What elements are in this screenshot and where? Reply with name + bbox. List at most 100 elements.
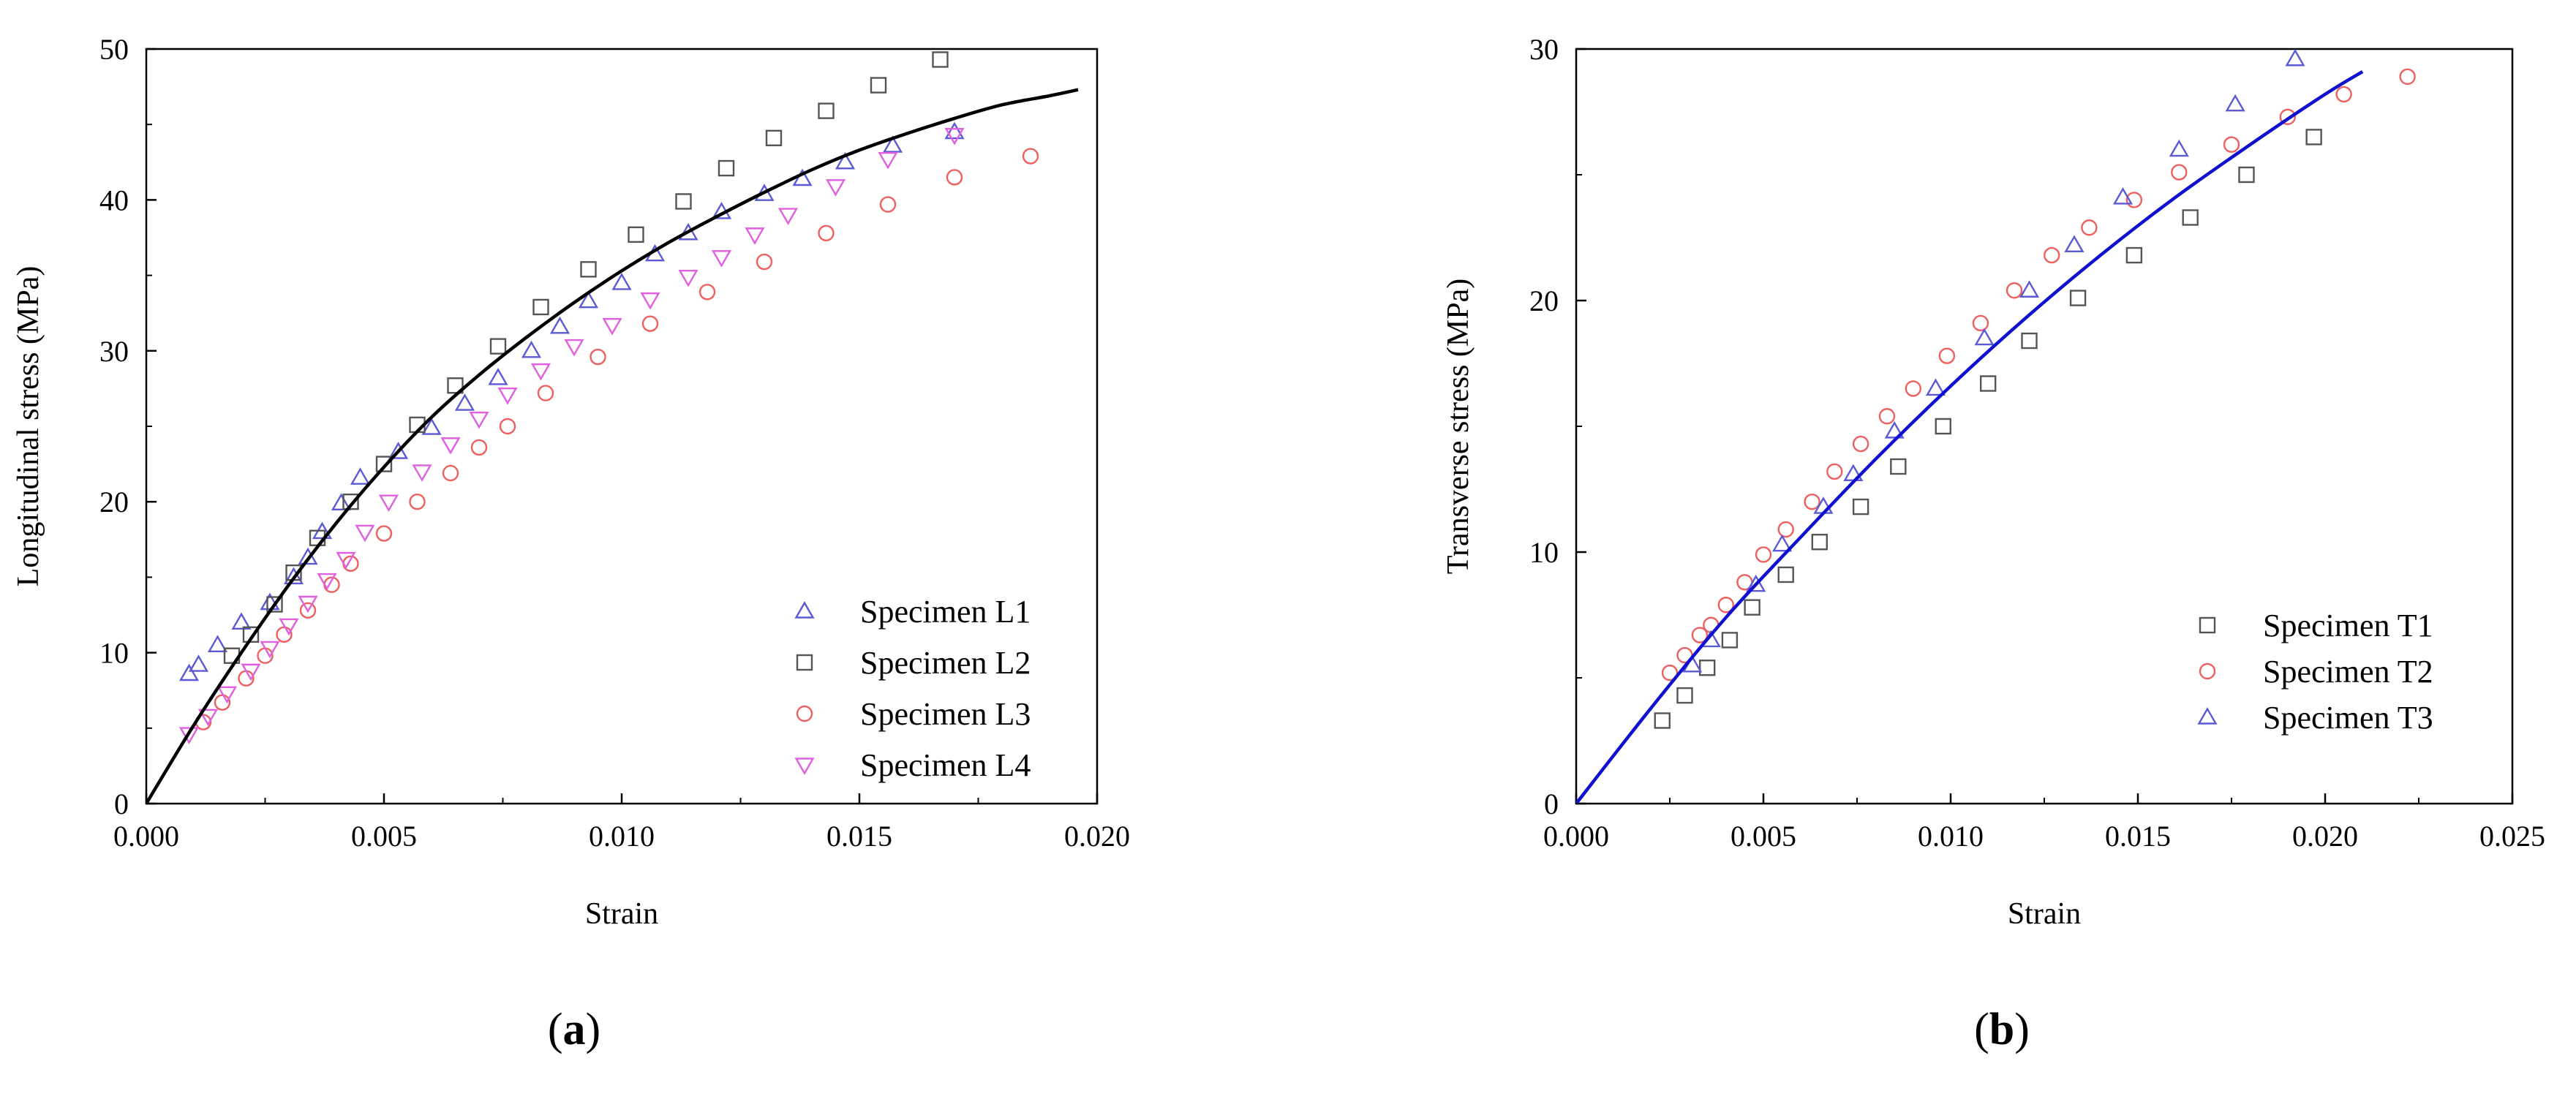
data-point <box>231 612 252 630</box>
data-point <box>2279 108 2297 126</box>
data-point <box>298 595 318 613</box>
x-tick-label: 0.025 <box>2479 820 2545 853</box>
data-point <box>944 121 965 140</box>
data-point <box>1755 546 1772 563</box>
data-point <box>2044 246 2060 264</box>
data-point <box>1852 498 1869 515</box>
data-point <box>675 193 692 210</box>
y-tick-label: 20 <box>99 486 129 518</box>
data-point <box>442 464 459 482</box>
data-point <box>178 663 200 681</box>
data-point <box>2182 209 2199 226</box>
data-point <box>470 439 488 456</box>
data-point <box>488 368 508 385</box>
data-point <box>350 467 371 485</box>
data-point <box>1935 418 1951 435</box>
series-specimen-l4 <box>178 127 965 744</box>
data-point <box>207 635 228 652</box>
data-point <box>336 551 356 570</box>
data-point <box>678 222 698 241</box>
data-point <box>2081 219 2098 236</box>
legend-label: Specimen T3 <box>2263 700 2433 736</box>
data-point <box>1974 328 1995 346</box>
series-specimen-l1 <box>178 121 965 681</box>
data-point <box>489 338 507 355</box>
fit-curve-a <box>146 88 1079 804</box>
x-tick-label: 0.010 <box>589 820 655 853</box>
data-point <box>578 290 599 309</box>
data-point <box>378 494 399 513</box>
data-point <box>355 524 375 543</box>
legend-marker <box>2199 662 2216 680</box>
legend-label: Specimen L1 <box>860 594 1031 630</box>
data-point <box>421 418 442 435</box>
data-point <box>216 686 238 704</box>
x-tick-label: 0.015 <box>2105 820 2171 853</box>
data-point <box>342 494 359 510</box>
data-point <box>537 385 554 401</box>
data-point <box>825 179 846 197</box>
data-point <box>2019 280 2040 298</box>
data-point <box>580 261 597 278</box>
data-point <box>1884 420 1905 439</box>
data-point <box>530 363 551 381</box>
data-point <box>266 596 283 613</box>
data-point <box>564 339 584 357</box>
data-point <box>331 493 352 510</box>
data-point <box>375 456 393 472</box>
y-tick-label: 50 <box>99 33 129 66</box>
data-point <box>1979 375 1997 392</box>
y-tick-label: 10 <box>99 637 129 670</box>
legend-marker <box>796 654 813 671</box>
x-tick-label: 0.005 <box>351 820 417 853</box>
legend-marker <box>2197 707 2218 725</box>
chart-panel-b: 0.000 0.005 0.010 0.015 0.020 0.025 0 10 20 30 Str… <box>1442 33 2545 1054</box>
data-point <box>2169 139 2189 157</box>
legend-marker <box>796 705 813 722</box>
data-point <box>317 573 337 591</box>
data-point <box>1804 494 1820 510</box>
data-point <box>1938 347 1956 364</box>
y-axis-label: Longitudinal stress (MPa) <box>12 266 45 587</box>
data-point <box>197 709 219 727</box>
data-point <box>279 618 299 636</box>
data-point <box>1972 314 1989 332</box>
data-point <box>1676 687 1693 704</box>
data-point <box>2125 192 2143 208</box>
y-tick-label: 20 <box>1529 284 1559 317</box>
data-point <box>499 418 516 435</box>
fit-curve-b <box>1576 70 2364 804</box>
x-tick-label: 0.005 <box>1730 820 1796 853</box>
data-point <box>1691 627 1709 643</box>
data-point <box>549 316 570 334</box>
data-point <box>946 169 963 186</box>
data-point <box>2285 49 2305 67</box>
data-point <box>879 196 897 213</box>
data-point <box>440 437 461 455</box>
data-point <box>188 654 209 672</box>
data-point <box>818 102 835 119</box>
data-point <box>835 151 856 170</box>
x-tick-label: 0.020 <box>2292 820 2358 853</box>
series-specimen-t3 <box>1682 49 2305 673</box>
data-point <box>2064 235 2084 253</box>
data-point <box>2399 68 2416 86</box>
data-point <box>521 340 542 358</box>
data-point <box>698 284 716 301</box>
legend-label: Specimen L3 <box>860 696 1031 732</box>
data-point <box>1721 632 1739 649</box>
data-point <box>1661 664 1679 681</box>
data-point <box>2125 246 2143 264</box>
x-axis-label: Strain <box>2008 897 2081 931</box>
data-point <box>532 298 549 316</box>
series-specimen-t2 <box>1661 68 2416 681</box>
series-specimen-t1 <box>1654 129 2322 729</box>
data-point <box>1022 148 1039 165</box>
panel-label-b: (b) <box>1974 1005 2030 1054</box>
data-point <box>718 159 735 177</box>
data-point <box>2112 187 2134 205</box>
data-point <box>447 377 464 394</box>
series-specimen-l2 <box>223 51 949 664</box>
data-point <box>375 525 393 542</box>
x-tick-label: 0.000 <box>113 820 179 853</box>
